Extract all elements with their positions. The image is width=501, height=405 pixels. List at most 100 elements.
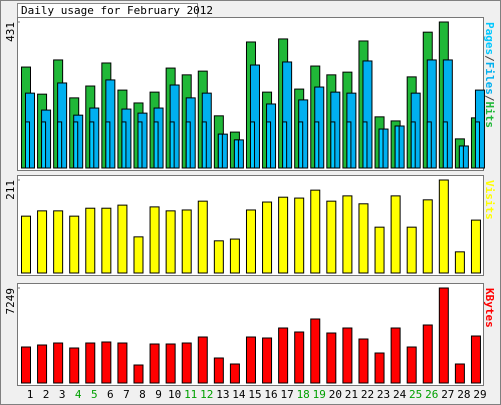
bar — [406, 346, 417, 384]
x-tick-label: 27 — [441, 388, 454, 401]
bar — [117, 204, 128, 274]
legend: Visits — [483, 180, 496, 220]
bar — [133, 236, 144, 274]
bar — [474, 121, 480, 169]
bar — [25, 121, 30, 169]
bar — [278, 196, 289, 274]
bar — [233, 139, 239, 169]
bar — [57, 121, 63, 169]
y-tick-label: 7249 — [4, 288, 17, 315]
bar — [390, 195, 401, 274]
bar — [53, 342, 64, 384]
bar — [105, 121, 111, 169]
bar — [53, 210, 64, 274]
bar — [245, 209, 256, 274]
legend-entry: KBytes — [483, 288, 496, 328]
legend: KBytes — [483, 288, 496, 328]
bar — [185, 121, 191, 169]
bar — [422, 324, 433, 384]
legend-entry: Files — [483, 62, 496, 95]
x-tick-label: 8 — [139, 388, 146, 401]
bar — [374, 352, 385, 384]
x-tick-label: 18 — [297, 388, 310, 401]
chart-title: Daily usage for February 2012 — [21, 4, 213, 17]
bar — [101, 207, 112, 274]
bar — [454, 363, 465, 384]
bar — [213, 240, 224, 274]
bar — [342, 327, 353, 384]
bar — [342, 195, 353, 274]
bar — [326, 200, 337, 274]
bar — [394, 125, 400, 169]
bar — [117, 342, 128, 384]
bar — [73, 121, 79, 169]
bar — [326, 332, 337, 384]
x-tick-label: 12 — [200, 388, 213, 401]
bar — [133, 364, 144, 384]
bar — [229, 363, 240, 384]
x-tick-label: 4 — [75, 388, 82, 401]
x-tick-label: 25 — [409, 388, 422, 401]
x-tick-label: 28 — [457, 388, 470, 401]
x-tick-label: 29 — [473, 388, 486, 401]
bar — [213, 357, 224, 384]
bar — [197, 200, 208, 274]
x-tick-label: 9 — [155, 388, 162, 401]
bar — [374, 226, 385, 274]
legend-entry: Hits — [483, 102, 496, 129]
bar — [121, 121, 127, 169]
bar — [149, 206, 160, 274]
bar — [197, 336, 208, 384]
x-tick-label: 17 — [280, 388, 293, 401]
bar — [37, 210, 48, 274]
legend-separator: / — [483, 55, 496, 62]
bar — [358, 203, 369, 274]
bar — [21, 215, 31, 274]
legend-entry: Pages — [483, 22, 496, 55]
bar — [346, 121, 352, 169]
bar — [89, 121, 95, 169]
bar — [85, 207, 96, 274]
bar — [470, 335, 481, 384]
bar — [422, 199, 433, 274]
bar — [330, 121, 336, 169]
bar — [310, 318, 321, 384]
bar — [362, 121, 368, 169]
bar — [266, 121, 272, 169]
x-tick-label: 11 — [184, 388, 197, 401]
bar — [41, 121, 47, 169]
bar — [37, 344, 48, 384]
bar — [294, 197, 305, 274]
x-tick-label: 10 — [168, 388, 181, 401]
bar — [410, 121, 416, 169]
bar — [181, 209, 192, 274]
bar — [314, 121, 320, 169]
bar — [442, 121, 448, 169]
x-tick-label: 6 — [107, 388, 114, 401]
bar — [470, 219, 481, 274]
bar — [21, 346, 31, 384]
y-tick-label: 211 — [4, 180, 17, 200]
bar — [426, 121, 432, 169]
legend-separator: / — [483, 95, 496, 102]
bar — [438, 179, 449, 274]
bar — [358, 338, 369, 384]
x-tick-label: 14 — [232, 388, 246, 401]
bar — [149, 343, 160, 384]
y-tick-label: 431 — [4, 22, 17, 42]
bar — [153, 121, 159, 169]
bar — [282, 121, 288, 169]
bar — [298, 121, 304, 169]
bar — [390, 327, 401, 384]
bar — [310, 189, 321, 274]
x-tick-label: 19 — [313, 388, 326, 401]
x-tick-label: 26 — [425, 388, 438, 401]
bar — [217, 133, 223, 169]
x-tick-label: 7 — [123, 388, 130, 401]
bar — [201, 121, 207, 169]
bar — [69, 347, 80, 384]
bar — [278, 327, 289, 384]
x-tick-label: 3 — [59, 388, 66, 401]
bar — [458, 145, 464, 169]
